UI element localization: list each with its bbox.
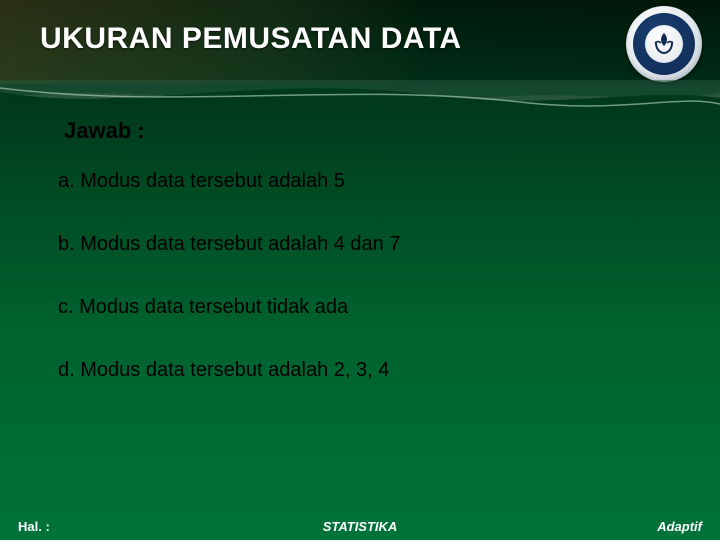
answers-list: a. Modus data tersebut adalah 5 b. Modus… <box>58 170 660 422</box>
answer-item-a: a. Modus data tersebut adalah 5 <box>58 170 660 193</box>
tut-wuri-handayani-icon <box>651 31 677 57</box>
answer-item-c: c. Modus data tersebut tidak ada <box>58 296 660 319</box>
slide-title: UKURAN PEMUSATAN DATA <box>40 22 462 56</box>
slide: UKURAN PEMUSATAN DATA Jawab : a. Modus d… <box>0 0 720 540</box>
footer: Hal. : STATISTIKA Adaptif <box>0 512 720 540</box>
footer-page-label: Hal. : <box>18 519 50 534</box>
logo-center <box>645 25 683 63</box>
logo-ring <box>626 6 702 82</box>
logo <box>626 6 702 82</box>
footer-brand: Adaptif <box>657 519 702 534</box>
answer-item-b: b. Modus data tersebut adalah 4 dan 7 <box>58 233 660 256</box>
answer-heading: Jawab : <box>64 118 145 144</box>
footer-subject: STATISTIKA <box>323 519 398 534</box>
answer-item-d: d. Modus data tersebut adalah 2, 3, 4 <box>58 359 660 382</box>
logo-inner-circle <box>633 13 695 75</box>
header-wave <box>0 80 720 118</box>
